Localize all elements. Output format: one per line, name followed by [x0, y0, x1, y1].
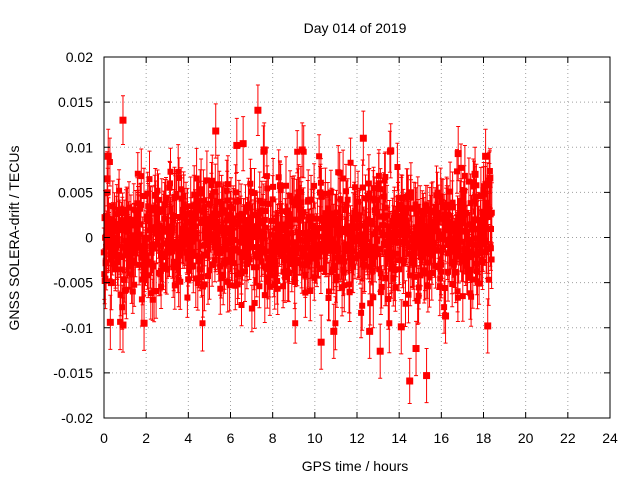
- data-point: [442, 312, 450, 320]
- x-tick-label: 16: [434, 430, 450, 446]
- data-point: [260, 146, 268, 154]
- data-point: [298, 146, 306, 154]
- x-tick-label: 2: [142, 430, 150, 446]
- data-point: [212, 127, 220, 135]
- data-point: [482, 152, 490, 160]
- data-point: [239, 140, 247, 148]
- data-point: [102, 259, 110, 267]
- data-point: [423, 372, 431, 380]
- y-tick-label: 0.02: [66, 49, 93, 65]
- data-point: [103, 175, 111, 183]
- axis-ticks: [103, 56, 611, 419]
- data-point: [107, 279, 115, 287]
- x-tick-label: 8: [269, 430, 277, 446]
- data-point: [359, 134, 367, 142]
- x-tick-labels: 0 2 4 6 8 10 12 14 16 18 20 22 24: [100, 430, 618, 446]
- x-tick-label: 0: [100, 430, 108, 446]
- x-tick-label: 24: [602, 430, 618, 446]
- series-markers: [100, 148, 495, 327]
- data-point: [471, 170, 479, 178]
- y-tick-label: 0: [85, 230, 93, 246]
- x-tick-label: 4: [184, 430, 192, 446]
- chart-title: Day 014 of 2019: [304, 20, 407, 36]
- data-point: [101, 214, 109, 222]
- data-point: [412, 345, 420, 353]
- y-tick-label: 0.005: [58, 184, 93, 200]
- data-point: [376, 347, 384, 355]
- y-tick-label: 0.01: [66, 139, 93, 155]
- data-point: [119, 321, 127, 329]
- y-tick-label: -0.005: [53, 275, 93, 291]
- y-tick-label: -0.015: [53, 365, 93, 381]
- y-tick-label: 0.015: [58, 94, 93, 110]
- data-point: [119, 116, 127, 124]
- x-tick-label: 20: [518, 430, 534, 446]
- data-point: [140, 319, 148, 327]
- x-tick-label: 14: [391, 430, 407, 446]
- y-tick-label: -0.02: [61, 410, 93, 426]
- x-axis-label: GPS time / hours: [302, 458, 409, 474]
- x-tick-label: 18: [476, 430, 492, 446]
- data-point: [486, 174, 494, 182]
- data-point: [387, 147, 395, 155]
- data-point: [254, 106, 262, 114]
- data-point: [330, 327, 338, 335]
- y-axis-label: GNSS SOLERA-drift / TECUs: [6, 146, 22, 331]
- data-point: [454, 150, 462, 158]
- x-tick-label: 22: [560, 430, 576, 446]
- data-point: [484, 322, 492, 330]
- data-point: [366, 327, 374, 335]
- y-tick-labels: -0.02 -0.015 -0.01 -0.005 0 0.005 0.01 0.015 0.0…: [53, 49, 93, 426]
- y-tick-label: -0.01: [61, 320, 93, 336]
- data-point: [397, 323, 405, 331]
- data-point: [104, 152, 112, 160]
- data-point: [406, 377, 414, 385]
- series-drift: [100, 84, 495, 405]
- x-tick-label: 12: [349, 430, 365, 446]
- x-tick-label: 6: [227, 430, 235, 446]
- data-point: [233, 141, 241, 149]
- data-point: [106, 318, 114, 326]
- x-tick-label: 10: [307, 430, 323, 446]
- data-point: [317, 338, 325, 346]
